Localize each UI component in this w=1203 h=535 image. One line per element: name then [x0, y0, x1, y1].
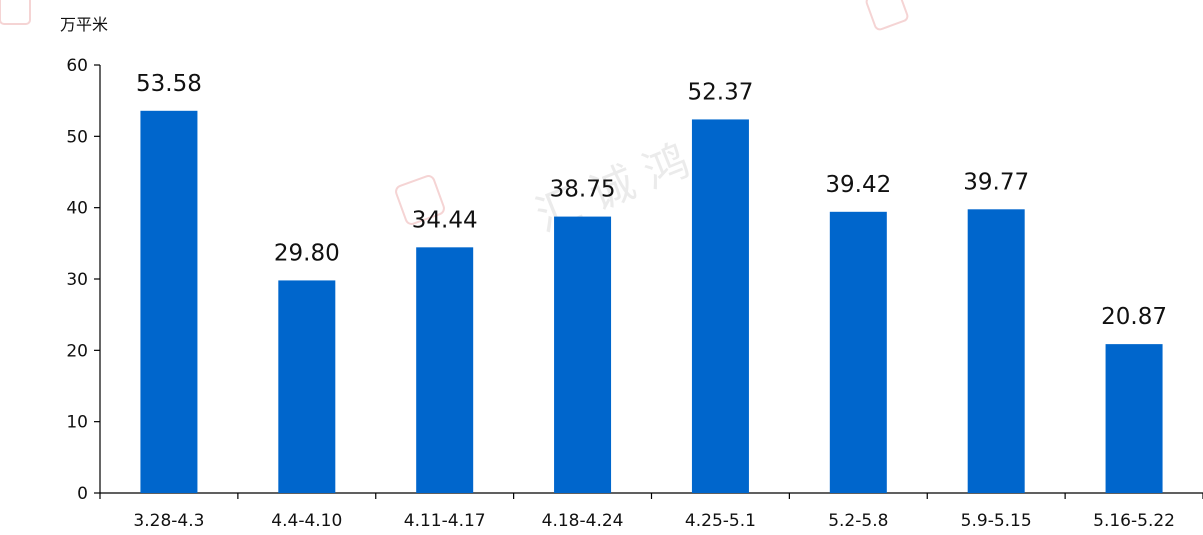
- category-labels-group: 3.28-4.3 4.4-4.10 4.11-4.17 4.18-4.24 4.25-5…: [133, 511, 1175, 531]
- y-tick-label: 50: [66, 127, 88, 147]
- bar-value-label: 20.87: [1101, 304, 1167, 330]
- x-category-label: 5.16-5.22: [1093, 511, 1175, 531]
- y-axis-unit-label: 万平米: [60, 15, 108, 34]
- bar-value-label: 29.80: [274, 240, 340, 266]
- y-tick-label: 30: [66, 270, 88, 290]
- y-tick-label: 0: [77, 484, 88, 504]
- bar-value-label: 34.44: [412, 207, 478, 233]
- bar: [416, 247, 474, 493]
- bar-value-label: 53.58: [136, 71, 202, 97]
- y-tick-label: 60: [66, 56, 88, 76]
- x-axis-ticks: [99, 493, 1203, 499]
- x-category-label: 5.9-5.15: [961, 511, 1032, 531]
- watermark: 汇 诚 鸿 图: [0, 0, 909, 242]
- y-tick-label: 40: [66, 199, 88, 219]
- x-category-label: 4.11-4.17: [404, 511, 486, 531]
- bar: [278, 280, 336, 493]
- bar-value-label: 39.42: [825, 172, 891, 198]
- x-category-label: 4.4-4.10: [271, 511, 342, 531]
- bar: [1105, 344, 1163, 493]
- watermark-logo-icon: [395, 175, 445, 225]
- watermark-logo-icon: [0, 0, 31, 25]
- y-axis-ticks: 0 10 20 30 40 50 60: [66, 56, 100, 504]
- bars-group: [140, 110, 1163, 494]
- bar: [967, 209, 1025, 494]
- bar: [140, 110, 198, 494]
- x-category-label: 4.18-4.24: [542, 511, 624, 531]
- bar-value-label: 39.77: [963, 169, 1029, 195]
- x-category-label: 5.2-5.8: [828, 511, 888, 531]
- bar-value-label: 38.75: [550, 177, 616, 203]
- x-category-label: 3.28-4.3: [133, 511, 204, 531]
- value-labels-group: 53.58 29.80 34.44 38.75 52.37 39.42 39.77 20.87: [136, 71, 1167, 330]
- bar: [829, 211, 887, 493]
- watermark-logo-icon: [865, 0, 909, 31]
- y-tick-label: 20: [66, 341, 88, 361]
- x-category-label: 4.25-5.1: [685, 511, 756, 531]
- bar-value-label: 52.37: [688, 79, 754, 105]
- y-tick-label: 10: [66, 413, 88, 433]
- bar: [691, 119, 749, 493]
- bar: [554, 216, 612, 494]
